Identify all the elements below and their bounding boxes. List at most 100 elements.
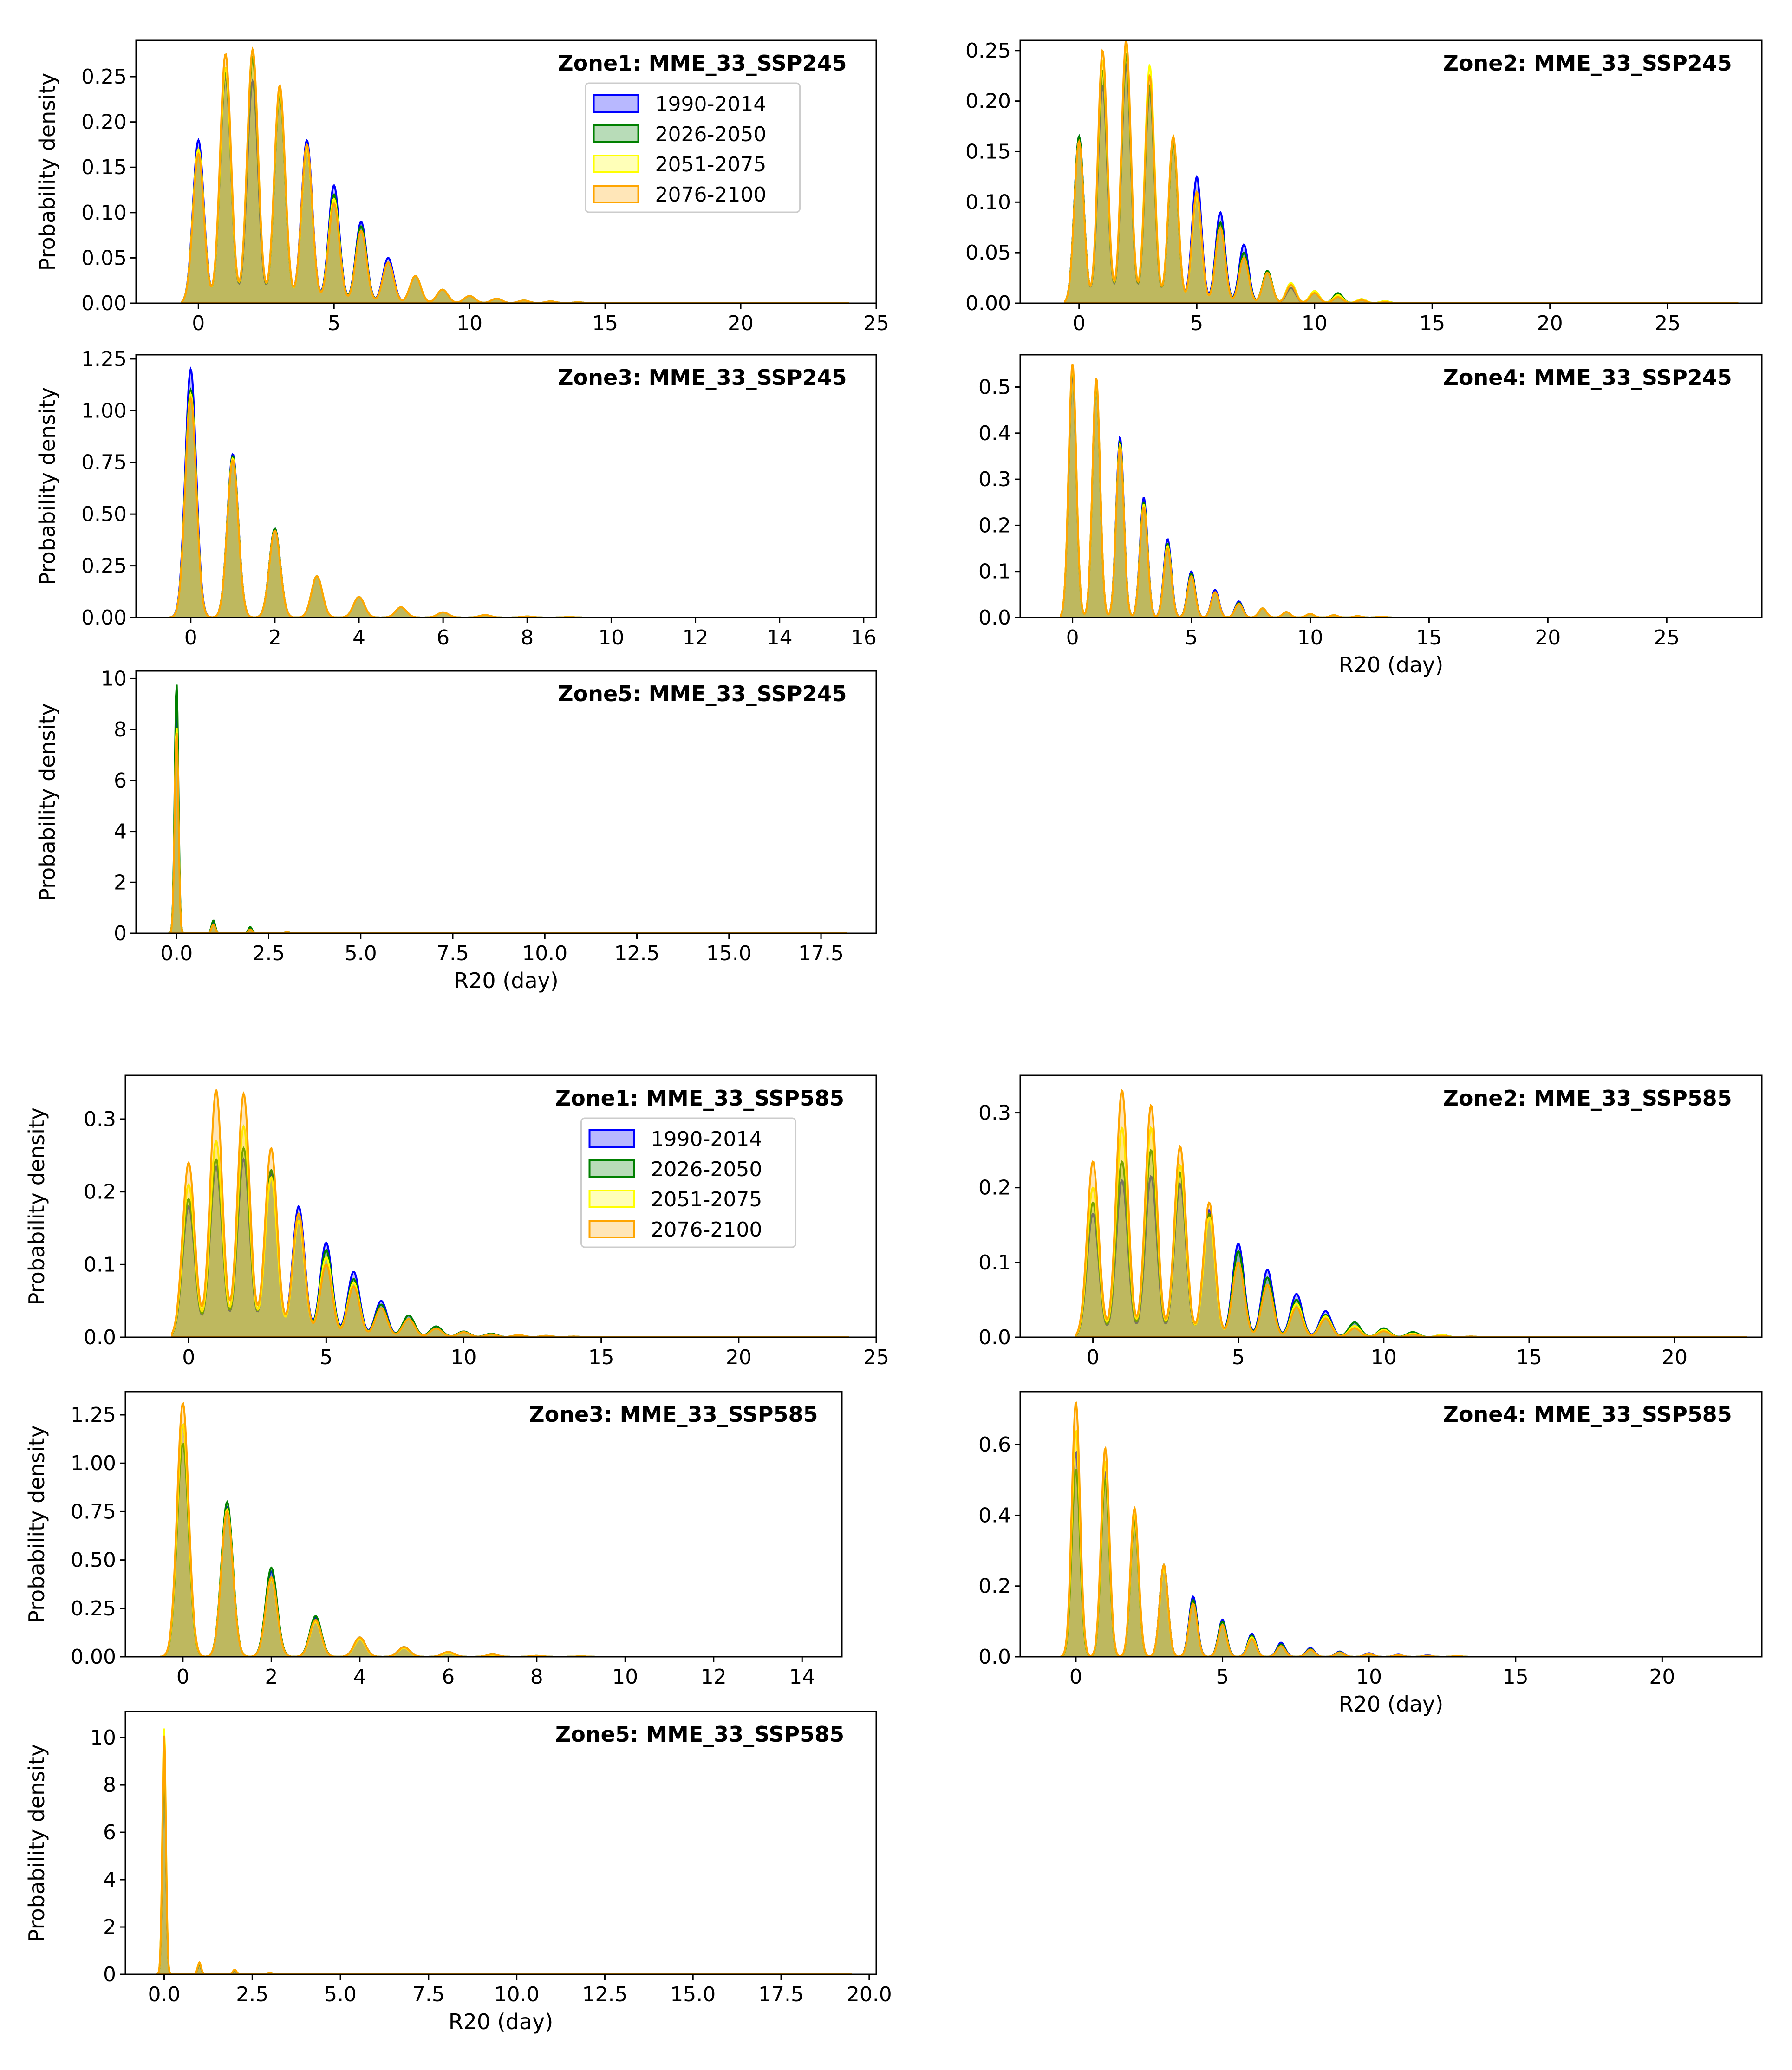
x-tick-label: 10 (1297, 626, 1323, 650)
x-tick-label: 5 (319, 1346, 332, 1369)
y-tick-label: 1.25 (71, 1403, 116, 1427)
y-tick-label: 0.75 (81, 451, 127, 475)
x-tick-label: 5 (327, 312, 340, 335)
y-tick-label: 0.10 (965, 190, 1011, 214)
x-tick-label: 2 (265, 1665, 278, 1689)
x-tick-label: 20 (728, 312, 754, 335)
y-tick-label: 0 (103, 1963, 116, 1986)
x-tick-label: 20 (1535, 626, 1561, 650)
y-tick-label: 10 (90, 1726, 116, 1750)
chart-panel-4: 0 5 10 15 20 25 0.0 0.1 0.2 0.3 0.4 0.5 Zone4: MME_3… (978, 354, 1763, 677)
x-tick-label: 12.5 (582, 1983, 627, 2006)
x-tick-label: 10 (612, 1665, 638, 1689)
series-area-1990-2014 (156, 1757, 852, 1974)
y-tick-label: 0.25 (71, 1597, 116, 1621)
series-area-2076-2100 (156, 1735, 852, 1974)
y-tick-label: 0.1 (978, 1251, 1011, 1275)
x-tick-label: 10 (1371, 1346, 1397, 1369)
x-tick-label: 15 (588, 1346, 614, 1369)
y-tick-label: 0.4 (978, 422, 1011, 445)
series-area-2076-2100 (1064, 40, 1739, 303)
legend-swatch (593, 94, 639, 113)
plot-frame (124, 1074, 877, 1338)
chart-panel-10: 0.0 2.5 5.0 7.5 10.0 12.5 15.0 17.5 20.0 0 2 4 6 8 10 Z… (24, 1711, 892, 2034)
y-tick-label: 10 (101, 667, 127, 690)
x-tick-label: 10 (1356, 1665, 1382, 1689)
y-tick-label: 0.75 (71, 1500, 116, 1523)
x-tick-label: 0.0 (160, 942, 193, 965)
legend-label: 2076-2100 (651, 1218, 762, 1242)
y-tick-label: 0.00 (965, 292, 1011, 315)
chart-panel-6: 0 5 10 15 20 25 0.0 0.1 0.2 0.3 Zone1: MME_33_SSP5… (24, 1074, 889, 1369)
chart-panel-3: 0 2 4 6 8 10 12 14 16 0.00 0.25 0.50 0.75 1.00 1.25 Zon… (35, 347, 877, 650)
x-tick-label: 15.0 (706, 942, 752, 965)
y-tick-label: 0.5 (978, 376, 1011, 399)
y-tick-label: 0.05 (81, 246, 127, 270)
y-tick-label: 0.4 (978, 1504, 1011, 1527)
y-tick-label: 4 (114, 820, 127, 844)
x-tick-label: 25 (1654, 626, 1680, 650)
panel-title: Zone4: MME_33_SSP245 (1443, 365, 1732, 390)
series-area-1990-2014 (168, 715, 847, 933)
legend-label: 2026-2050 (651, 1158, 762, 1181)
x-tick-label: 8 (521, 626, 534, 650)
panel-title: Zone5: MME_33_SSP245 (558, 681, 847, 706)
x-tick-label: 0 (1066, 626, 1079, 650)
plot-frame (124, 1711, 877, 1975)
y-tick-label: 0.15 (965, 140, 1011, 163)
y-tick-label: 2 (103, 1915, 116, 1939)
series-area-2076-2100 (171, 1089, 849, 1337)
x-tick-label: 17.5 (758, 1983, 804, 2006)
x-tick-label: 20 (1649, 1665, 1675, 1689)
plot-frame (135, 39, 877, 304)
y-tick-label: 6 (103, 1821, 116, 1844)
y-tick-label: 0 (114, 922, 127, 945)
chart-panel-7: 0 5 10 15 20 0.0 0.1 0.2 0.3 Zone2: MME_33_SSP585 (978, 1074, 1763, 1369)
plot-frame (1019, 1391, 1763, 1658)
y-tick-label: 1.25 (81, 347, 127, 371)
y-axis-label: Probability density (35, 73, 60, 271)
x-tick-label: 10.0 (494, 1983, 540, 2006)
y-tick-label: 0.25 (81, 65, 127, 89)
panel-title: Zone3: MME_33_SSP585 (529, 1402, 818, 1427)
y-tick-label: 0.3 (978, 468, 1011, 491)
x-tick-label: 12 (701, 1665, 727, 1689)
y-tick-label: 1.00 (71, 1452, 116, 1475)
y-tick-label: 0.1 (978, 560, 1011, 584)
x-tick-label: 6 (442, 1665, 455, 1689)
x-tick-label: 10 (456, 312, 482, 335)
series-area-2026-2050 (1060, 368, 1727, 618)
panel-title: Zone2: MME_33_SSP245 (1443, 51, 1732, 76)
series-area-2051-2075 (160, 1423, 811, 1657)
x-tick-label: 14 (767, 626, 793, 650)
y-tick-label: 0.00 (71, 1645, 116, 1669)
y-tick-label: 0.2 (978, 514, 1011, 537)
x-tick-label: 14 (789, 1665, 815, 1689)
y-tick-label: 6 (114, 769, 127, 793)
x-tick-label: 5 (1216, 1665, 1229, 1689)
series-area-2026-2050 (156, 1750, 852, 1974)
x-tick-label: 0 (1073, 312, 1086, 335)
x-tick-label: 5 (1190, 312, 1203, 335)
y-tick-label: 0.10 (81, 201, 127, 225)
y-tick-label: 4 (103, 1868, 116, 1892)
panel-title: Zone4: MME_33_SSP585 (1443, 1402, 1732, 1427)
x-tick-label: 0 (184, 626, 197, 650)
y-tick-label: 2 (114, 871, 127, 894)
legend-swatch (588, 1220, 635, 1238)
y-tick-label: 0.2 (978, 1575, 1011, 1598)
x-tick-label: 0 (182, 1346, 195, 1369)
legend-swatch (593, 124, 639, 143)
y-tick-label: 0.3 (978, 1101, 1011, 1125)
x-tick-label: 4 (352, 626, 365, 650)
legend-label: 2076-2100 (655, 183, 767, 207)
x-tick-label: 6 (437, 626, 450, 650)
y-tick-label: 0.0 (84, 1326, 116, 1349)
chart-panel-8: 0 2 4 6 8 10 12 14 0.00 0.25 0.50 0.75 1.00 1.25 Zone3… (24, 1391, 843, 1689)
panel-title: Zone3: MME_33_SSP245 (558, 365, 847, 390)
series-area-2076-2100 (1060, 364, 1727, 618)
y-tick-label: 0.20 (965, 90, 1011, 113)
legend-label: 1990-2014 (655, 92, 767, 116)
legend-swatch (593, 155, 639, 173)
